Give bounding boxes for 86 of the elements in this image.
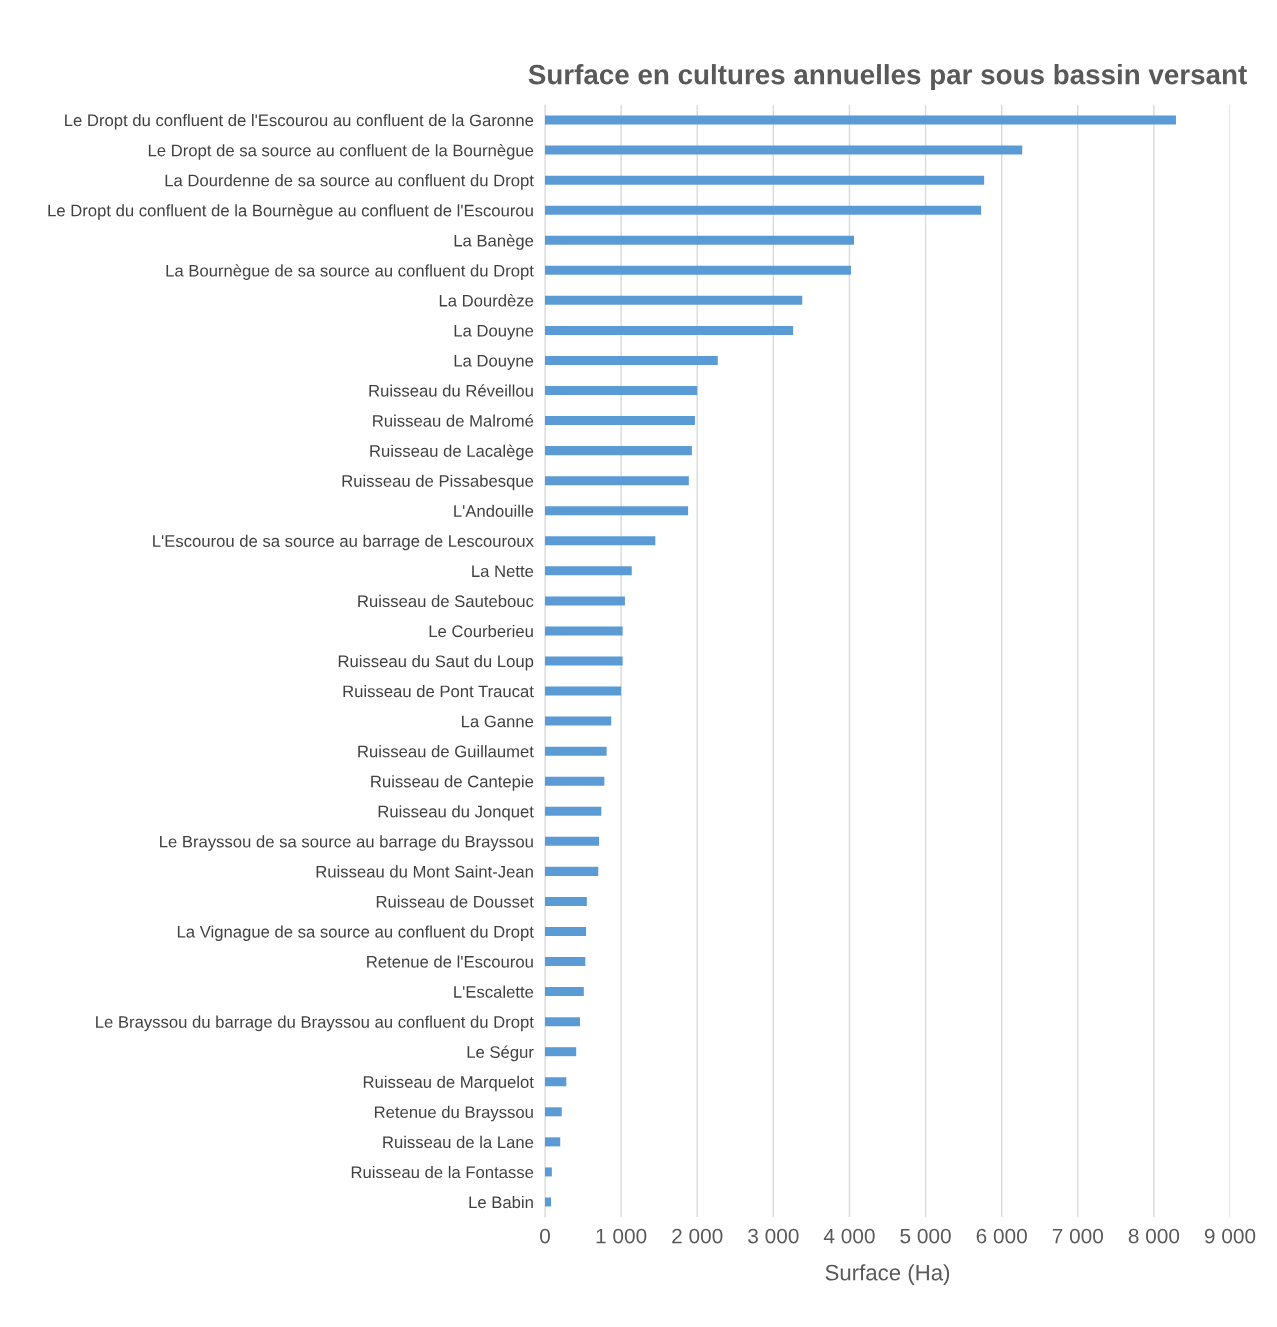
bar <box>545 386 698 396</box>
bar <box>545 115 1176 125</box>
x-tick-label: 4 000 <box>823 1228 875 1244</box>
x-tick-label: 8 000 <box>1128 1228 1180 1244</box>
x-tick-label: 3 000 <box>748 1228 799 1244</box>
bar <box>545 1137 561 1147</box>
y-tick-label: La Ganne <box>462 715 534 728</box>
y-tick-label: La Bournègue de sa source au confluent du Dropt <box>166 264 534 280</box>
bar <box>545 1167 552 1177</box>
bar <box>545 536 656 546</box>
y-tick-label: Le Dropt de sa source au confluent de la Bournègue <box>148 143 534 160</box>
x-axis-title: Surface (Ha) <box>825 1264 950 1285</box>
bar <box>545 957 586 967</box>
y-tick-label: Le Ségur <box>467 1045 534 1062</box>
y-tick-label: Ruisseau de Pont Traucat <box>343 685 534 698</box>
y-tick-label: Ruisseau du Mont Saint-Jean <box>316 865 533 878</box>
x-tick-label: 9 000 <box>1204 1228 1256 1244</box>
bar <box>545 806 602 816</box>
x-tick-label: 1 000 <box>596 1228 647 1244</box>
bar <box>545 1077 567 1087</box>
bar <box>545 205 982 215</box>
bar <box>545 506 689 516</box>
bar <box>545 235 855 245</box>
bar <box>545 656 623 666</box>
y-tick-label: La Vignague de sa source au confluent du Dropt <box>177 925 534 941</box>
y-tick-label: Ruisseau du Réveillou <box>369 384 533 397</box>
bar <box>545 566 632 576</box>
bar <box>545 866 599 876</box>
y-tick-label: Ruisseau de Sautebouc <box>358 594 534 608</box>
bar <box>545 175 985 185</box>
x-tick-label: 7 000 <box>1052 1228 1104 1244</box>
bar <box>545 1107 562 1117</box>
y-tick-label: Ruisseau de Marquelot <box>363 1075 534 1092</box>
bar <box>545 1197 552 1207</box>
y-tick-label: La Banège <box>454 234 534 250</box>
bar <box>545 446 692 456</box>
y-tick-label: La Dourdenne de sa source au confluent du Dropt <box>165 174 534 190</box>
chart-title: Surface en cultures annuelles par sous bassin versant <box>528 64 1247 90</box>
y-tick-label: Retenue de l'Escourou <box>367 955 533 968</box>
bar <box>545 476 689 486</box>
y-tick-label: Ruisseau de Guillaumet <box>358 745 534 758</box>
y-tick-label: Retenue du Brayssou <box>374 1105 533 1122</box>
y-tick-label: Le Dropt du confluent de la Bournègue au confluent de l'Escourou <box>48 204 533 220</box>
y-tick-label: Ruisseau de la Lane <box>383 1135 534 1149</box>
y-tick-label: L'Escalette <box>454 985 534 998</box>
bar <box>545 746 607 756</box>
y-tick-label: Le Dropt du confluent de l'Escourou au confluent de la Garonne <box>65 113 534 130</box>
bar <box>545 987 584 997</box>
bar <box>545 1017 581 1027</box>
bar <box>545 836 600 846</box>
bar <box>545 896 587 906</box>
y-tick-label: Ruisseau de Cantepie <box>371 775 534 791</box>
bar <box>545 355 718 365</box>
y-tick-label: La Dourdèze <box>439 294 534 307</box>
y-tick-label: Ruisseau de Dousset <box>376 895 534 908</box>
x-tick-label: 6 000 <box>976 1228 1027 1244</box>
y-tick-label: Ruisseau de la Fontasse <box>351 1165 534 1179</box>
y-tick-label: Ruisseau de Pissabesque <box>342 474 534 491</box>
bar <box>545 145 1023 155</box>
bar <box>545 325 794 335</box>
y-tick-label: La Nette <box>472 565 534 578</box>
bar <box>545 265 851 275</box>
bar <box>545 1047 577 1057</box>
y-tick-label: La Douyne <box>454 324 534 340</box>
x-tick-label: 0 <box>540 1228 550 1244</box>
bar <box>545 716 612 726</box>
y-tick-label: Ruisseau de Malromé <box>373 414 534 427</box>
y-tick-label: L'Escourou de sa source au barrage de Lescouroux <box>153 534 534 551</box>
x-tick-label: 5 000 <box>900 1228 951 1244</box>
y-tick-label: Le Courberieu <box>429 624 533 638</box>
y-tick-label: Ruisseau du Jonquet <box>378 805 534 821</box>
y-tick-label: L'Andouille <box>454 504 534 517</box>
y-tick-label: Le Brayssou du barrage du Brayssou au confluent du Dropt <box>96 1015 534 1032</box>
bar <box>545 596 625 606</box>
y-tick-label: Le Babin <box>469 1195 533 1209</box>
bar <box>545 686 622 696</box>
y-tick-label: Ruisseau de Lacalège <box>370 444 534 461</box>
bar <box>545 416 695 426</box>
bar <box>545 926 587 936</box>
y-tick-label: Ruisseau du Saut du Loup <box>338 654 534 671</box>
bar <box>545 295 803 305</box>
y-tick-label: Le Brayssou de sa source au barrage du Brayssou <box>160 835 533 851</box>
bar <box>545 626 623 636</box>
y-tick-label: La Douyne <box>454 355 534 370</box>
x-tick-label: 2 000 <box>672 1228 723 1244</box>
bar <box>545 776 605 786</box>
